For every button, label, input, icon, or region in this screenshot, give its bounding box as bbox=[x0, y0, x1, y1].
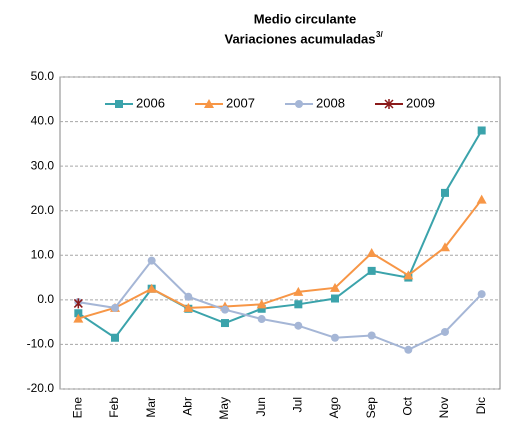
marker bbox=[184, 292, 193, 301]
marker bbox=[111, 333, 119, 342]
marker bbox=[147, 256, 156, 265]
x-tick-label: Nov bbox=[437, 397, 451, 418]
series-line bbox=[77, 129, 483, 340]
x-tick-label: Mar bbox=[144, 397, 158, 418]
x-tick-label: Feb bbox=[107, 397, 121, 418]
marker bbox=[366, 248, 377, 258]
marker bbox=[477, 290, 486, 299]
marker bbox=[221, 319, 229, 328]
legend-marker bbox=[204, 99, 214, 108]
x-tick-label: Sep bbox=[364, 397, 378, 419]
x-tick-label: Jun bbox=[254, 397, 268, 416]
marker bbox=[403, 270, 414, 280]
marker bbox=[111, 303, 119, 312]
marker bbox=[73, 313, 84, 323]
marker bbox=[476, 194, 487, 204]
marker bbox=[183, 302, 194, 312]
chart-subtitle: Variaciones acumuladas bbox=[224, 31, 375, 46]
marker bbox=[294, 300, 303, 309]
marker bbox=[74, 309, 83, 318]
marker bbox=[477, 126, 486, 135]
legend-label: 2006 bbox=[136, 95, 165, 110]
x-tick-label: Dic bbox=[474, 397, 488, 414]
marker bbox=[330, 282, 340, 292]
y-tick-label: 30.0 bbox=[31, 158, 55, 172]
x-tick-label: Ago bbox=[327, 397, 341, 419]
x-tick-label: Oct bbox=[401, 396, 415, 415]
marker bbox=[404, 345, 413, 354]
chart-title: Medio circulante bbox=[254, 11, 357, 26]
marker bbox=[221, 305, 229, 314]
y-tick-label: 40.0 bbox=[31, 114, 55, 128]
series-line bbox=[78, 198, 483, 320]
y-tick-label: 50.0 bbox=[31, 69, 55, 83]
x-tick-label: Ene bbox=[71, 397, 85, 419]
y-tick-label: -20.0 bbox=[27, 381, 55, 395]
marker bbox=[367, 331, 376, 340]
legend-marker bbox=[384, 99, 394, 109]
legend-marker bbox=[295, 100, 303, 108]
plot-area bbox=[59, 76, 501, 390]
legend-label: 2009 bbox=[406, 95, 435, 110]
y-tick-label: 0.0 bbox=[37, 292, 54, 306]
x-tick-label: Abr bbox=[181, 397, 195, 416]
marker bbox=[73, 298, 83, 309]
legend-marker bbox=[115, 100, 123, 108]
y-tick-label: -10.0 bbox=[27, 337, 55, 351]
marker bbox=[331, 294, 339, 303]
marker bbox=[146, 283, 157, 293]
series-line bbox=[78, 259, 483, 351]
note-marker: 3/ bbox=[376, 30, 383, 39]
marker bbox=[441, 327, 449, 336]
marker bbox=[294, 321, 303, 330]
marker bbox=[257, 304, 266, 313]
y-tick-label: 20.0 bbox=[31, 203, 55, 217]
marker bbox=[331, 333, 339, 342]
legend-label: 2007 bbox=[226, 95, 255, 110]
marker bbox=[256, 299, 267, 309]
x-tick-label: May bbox=[217, 397, 231, 420]
marker bbox=[257, 315, 266, 324]
marker bbox=[441, 188, 449, 197]
x-tick-label: Jul bbox=[291, 397, 305, 412]
marker bbox=[293, 286, 304, 296]
legend-label: 2008 bbox=[316, 95, 345, 110]
marker bbox=[440, 242, 450, 252]
y-tick-label: 10.0 bbox=[31, 247, 55, 261]
marker bbox=[367, 266, 376, 275]
